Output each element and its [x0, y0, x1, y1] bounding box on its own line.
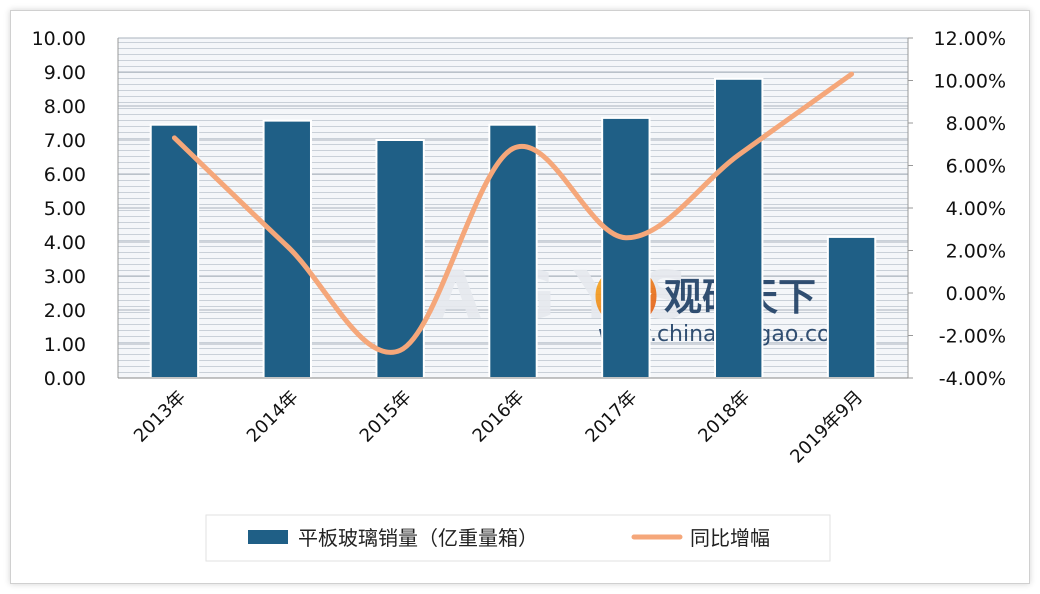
left-tick-label: 4.00 — [44, 232, 86, 254]
legend-line-label: 同比增幅 — [690, 526, 770, 550]
left-tick-label: 6.00 — [44, 164, 86, 186]
category-label: 2015年 — [356, 387, 416, 447]
legend: 平板玻璃销量（亿重量箱） 同比增幅 — [205, 514, 831, 562]
legend-bar-swatch — [248, 530, 288, 544]
left-tick-label: 2.00 — [44, 300, 86, 322]
right-tick-label: -4.00% — [939, 368, 1006, 390]
left-tick-label: 1.00 — [44, 334, 86, 356]
right-tick-label: 8.00% — [946, 113, 1006, 135]
category-label: 2017年 — [581, 387, 641, 447]
bar — [601, 116, 651, 380]
left-tick-label: 8.00 — [44, 96, 86, 118]
legend-bar-label: 平板玻璃销量（亿重量箱） — [298, 526, 538, 550]
left-tick-label: 7.00 — [44, 130, 86, 152]
category-labels: 2013年 2014年 2015年 2016年 2017年 2018年 2019年9月 — [130, 387, 867, 468]
left-tick-label: 0.00 — [44, 368, 86, 390]
right-tick-label: 12.00% — [934, 28, 1006, 50]
right-tick-label: 0.00% — [946, 283, 1006, 305]
right-tick-label: -2.00% — [939, 326, 1006, 348]
right-tick-label: 2.00% — [946, 241, 1006, 263]
category-label: 2013年 — [130, 387, 190, 447]
bar — [714, 77, 764, 380]
right-axis-ticks: -4.00% -2.00% 0.00% 2.00% 4.00% 6.00% 8.00% 10.… — [908, 28, 1006, 390]
left-axis-ticks: 0.00 1.00 2.00 3.00 4.00 5.00 6.00 7.00 8.00 9.00… — [32, 28, 86, 390]
category-label: 2019年9月 — [786, 387, 867, 468]
left-tick-label: 9.00 — [44, 62, 86, 84]
category-label: 2016年 — [469, 387, 529, 447]
right-tick-label: 6.00% — [946, 156, 1006, 178]
bar — [149, 123, 200, 379]
right-tick-label: 10.00% — [934, 71, 1006, 93]
bar — [826, 235, 877, 379]
right-tick-label: 4.00% — [946, 198, 1006, 220]
bar — [375, 139, 425, 379]
line-series — [171, 71, 855, 355]
category-label: 2014年 — [243, 387, 303, 447]
left-tick-label: 3.00 — [44, 266, 86, 288]
left-tick-label: 5.00 — [44, 198, 86, 220]
legend-box — [205, 514, 831, 562]
growth-line — [171, 71, 855, 355]
category-label: 2018年 — [694, 387, 754, 447]
left-tick-label: 10.00 — [32, 28, 86, 50]
